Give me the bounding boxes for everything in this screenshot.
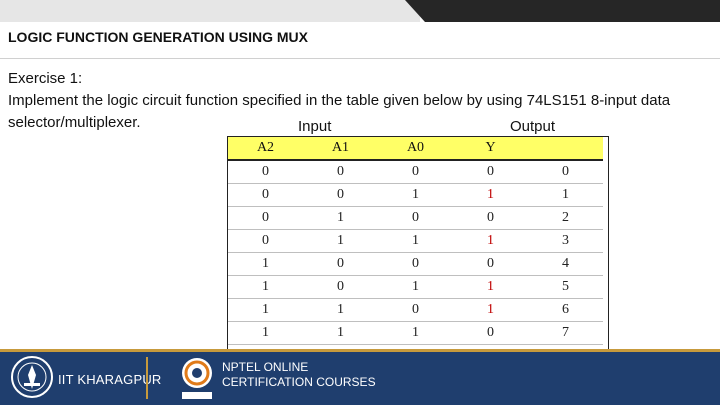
cell-a0: 0 xyxy=(378,252,453,276)
cell-y: 0 xyxy=(453,252,528,276)
cell-a0: 0 xyxy=(378,206,453,230)
truth-table-header: A2 A1 A0 Y xyxy=(228,137,603,161)
cell-a1: 0 xyxy=(303,252,378,276)
cell-a1: 1 xyxy=(303,298,378,322)
cell-a2: 0 xyxy=(228,206,303,230)
cell-a0: 1 xyxy=(378,275,453,299)
cell-y: 1 xyxy=(453,229,528,253)
table-row: 0 1 1 1 3 xyxy=(228,229,603,253)
output-group-label: Output xyxy=(510,118,556,135)
program-name-line2: CERTIFICATION COURSES xyxy=(222,375,376,389)
cell-a2: 0 xyxy=(228,183,303,207)
table-row: 1 1 0 1 6 xyxy=(228,298,603,322)
cell-a2: 1 xyxy=(228,298,303,322)
exercise-label: Exercise 1: xyxy=(8,70,83,87)
cell-index: 3 xyxy=(528,229,603,253)
cell-a1: 1 xyxy=(303,229,378,253)
cell-index: 1 xyxy=(528,183,603,207)
top-decorative-band xyxy=(0,0,720,22)
program-name-line1: NPTEL ONLINE xyxy=(222,360,309,374)
table-row: 0 0 1 1 1 xyxy=(228,183,603,207)
cell-a0: 0 xyxy=(378,160,453,184)
cell-index: 7 xyxy=(528,321,603,345)
slide-title: LOGIC FUNCTION GENERATION USING MUX xyxy=(8,29,308,45)
cell-y: 0 xyxy=(453,321,528,345)
cell-a2: 1 xyxy=(228,252,303,276)
header-cell: A2 xyxy=(228,137,303,161)
cell-a2: 0 xyxy=(228,229,303,253)
title-area xyxy=(0,22,720,52)
truth-table: A2 A1 A0 Y 0 0 0 0 0 0 0 1 1 1 0 1 0 0 2… xyxy=(228,137,603,345)
cell-y: 1 xyxy=(453,298,528,322)
cell-index: 6 xyxy=(528,298,603,322)
cell-a0: 1 xyxy=(378,183,453,207)
footer-divider xyxy=(146,357,148,399)
input-group-label: Input xyxy=(298,118,332,135)
nptel-logo-icon xyxy=(182,358,212,399)
header-cell: Y xyxy=(453,137,528,161)
table-row: 0 0 0 0 0 xyxy=(228,160,603,184)
cell-index: 2 xyxy=(528,206,603,230)
institute-name: IIT KHARAGPUR xyxy=(58,372,162,387)
cell-y: 1 xyxy=(453,183,528,207)
header-cell: A0 xyxy=(378,137,453,161)
header-cell: A1 xyxy=(303,137,378,161)
slide-body: Exercise 1: Implement the logic circuit … xyxy=(8,68,713,134)
cell-y: 0 xyxy=(453,160,528,184)
cell-y: 0 xyxy=(453,206,528,230)
cell-a2: 1 xyxy=(228,321,303,345)
title-divider xyxy=(0,58,720,59)
cell-index: 4 xyxy=(528,252,603,276)
cell-a1: 0 xyxy=(303,160,378,184)
table-row: 1 1 1 0 7 xyxy=(228,321,603,345)
cell-a1: 0 xyxy=(303,275,378,299)
exercise-instruction: Implement the logic circuit function spe… xyxy=(8,92,671,131)
cell-a1: 1 xyxy=(303,321,378,345)
cell-a0: 1 xyxy=(378,229,453,253)
top-band-dark xyxy=(405,0,720,22)
cell-a0: 0 xyxy=(378,298,453,322)
cell-y: 1 xyxy=(453,275,528,299)
footer-bar xyxy=(0,349,720,405)
cell-index: 5 xyxy=(528,275,603,299)
cell-a2: 0 xyxy=(228,160,303,184)
cell-a0: 1 xyxy=(378,321,453,345)
cell-index: 0 xyxy=(528,160,603,184)
cell-a2: 1 xyxy=(228,275,303,299)
cell-a1: 1 xyxy=(303,206,378,230)
table-row: 1 0 1 1 5 xyxy=(228,275,603,299)
top-band-light xyxy=(0,0,420,22)
header-cell xyxy=(528,137,603,161)
iit-kharagpur-logo-icon xyxy=(11,356,53,398)
footer-accent-line xyxy=(0,349,720,352)
table-row: 1 0 0 0 4 xyxy=(228,252,603,276)
cell-a1: 0 xyxy=(303,183,378,207)
table-row: 0 1 0 0 2 xyxy=(228,206,603,230)
